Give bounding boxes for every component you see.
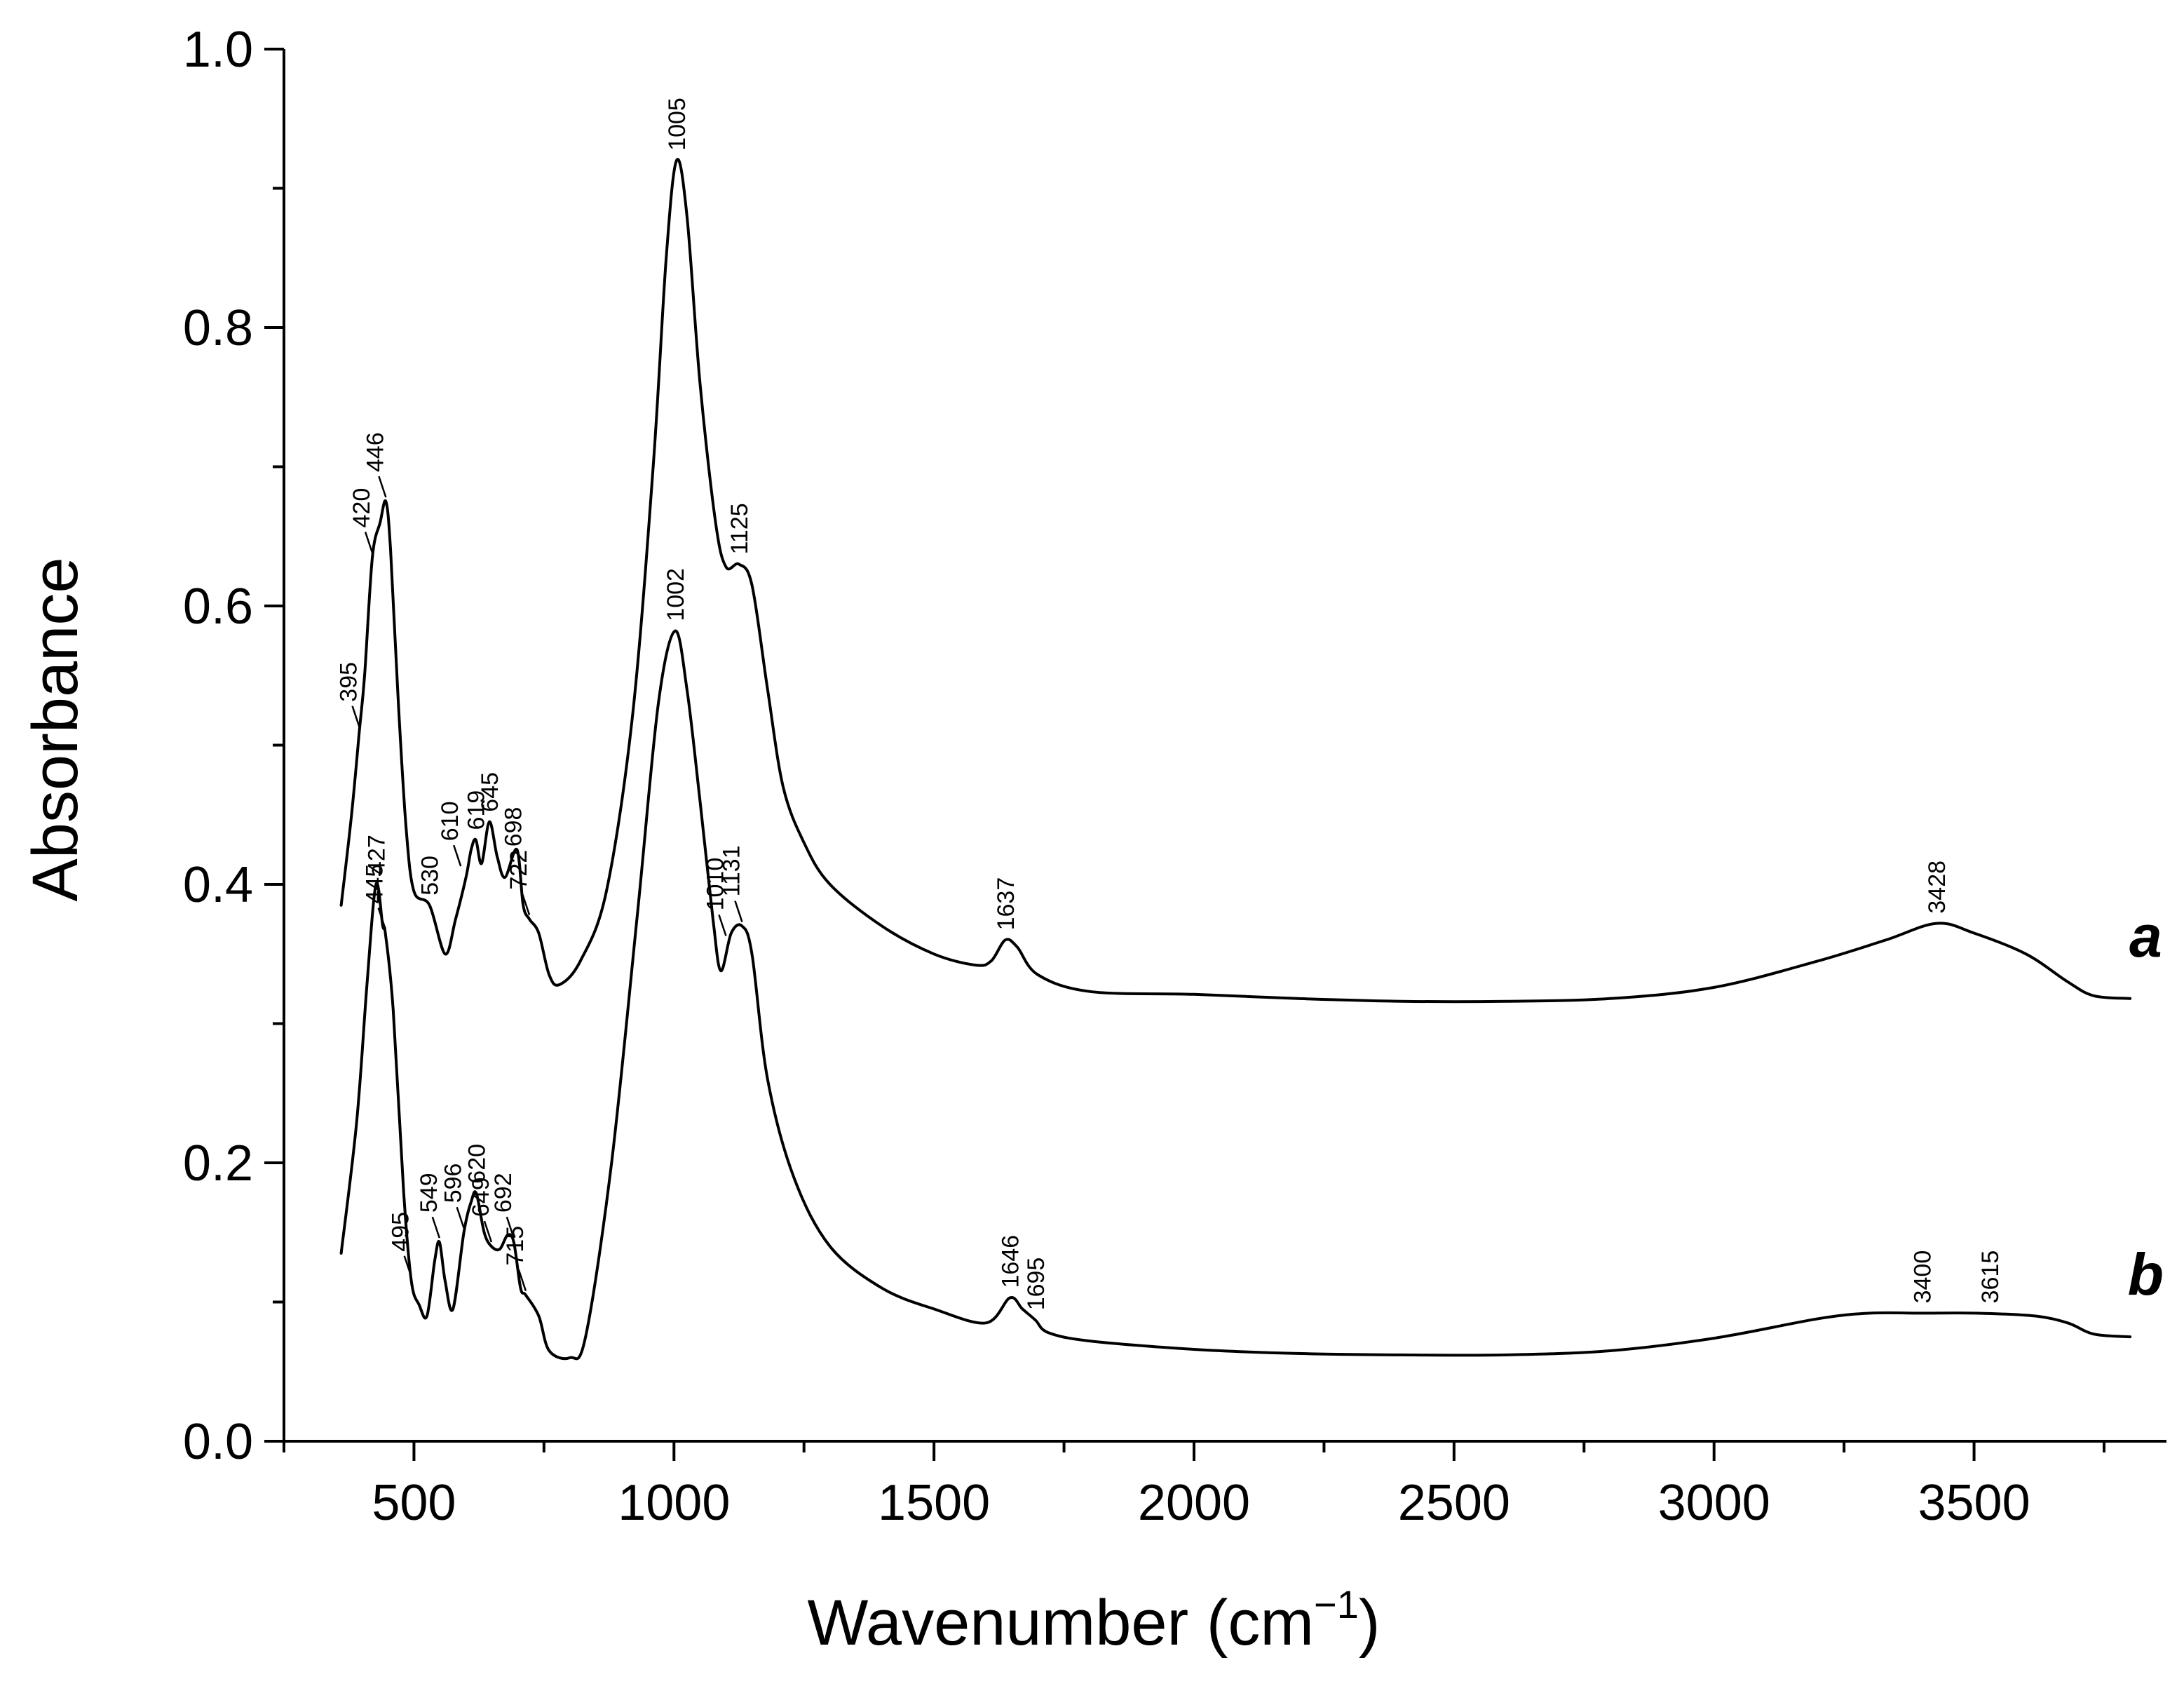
peak-label-b: 1131 [718,845,745,896]
peak-leader-line [403,1255,412,1278]
x-ticks: 500 1000 1500 2000 2500 3000 3500 [283,1441,2105,1531]
y-ticks: 0.0 0.2 0.4 0.6 0.8 1.0 [183,22,284,1470]
peak-label-b: 649 [468,1177,494,1217]
peak-leader-line [378,476,387,498]
series-line-a [339,158,2132,1004]
peak-leader-line [456,1206,465,1229]
peak-label-a: 619 [463,790,490,830]
peak-label-a: 420 [348,488,375,528]
peak-label-b: 427 [363,835,390,875]
y-axis-title: Absorbance [20,558,91,902]
peak-leader-line [506,1216,515,1239]
peak-label-b: 495 [388,1212,414,1252]
peak-leader-line [517,1269,527,1291]
peak-leader-line [431,1216,440,1239]
peak-label-b: 1646 [997,1235,1024,1288]
x-tick-label: 2000 [1138,1475,1250,1531]
series-label-b: b [2128,1242,2164,1308]
peak-label-a: 395 [336,662,362,702]
x-tick-label: 1000 [618,1475,730,1531]
series-label-a: a [2129,903,2162,969]
peak-label-a: 3428 [1924,861,1951,914]
peak-leader-line [521,893,531,916]
peak-label-a: 1125 [726,503,753,554]
series-labels: ab [2128,903,2164,1307]
y-tick-label: 0.2 [183,1135,253,1192]
peak-label-b: 549 [416,1173,442,1213]
x-tick-label: 3000 [1658,1475,1770,1531]
x-axis-title-superscript: −1 [1314,1582,1359,1626]
peak-leader-line [351,706,360,728]
x-axis-title: Wavenumber (cm−1) [807,1582,1380,1659]
peak-label-b: 596 [440,1164,467,1203]
y-tick-label: 0.6 [183,579,253,635]
x-axis-title-close: ) [1359,1587,1381,1659]
peak-leader-line [734,901,743,922]
peak-label-b: 3400 [1909,1250,1936,1304]
x-tick-label: 1500 [878,1475,990,1531]
peak-label-a: 1637 [993,877,1019,931]
peak-leader-line [483,1220,493,1243]
series-layer [339,158,2132,1361]
peak-label-b: 715 [502,1226,529,1266]
peak-label-b: 1010 [703,858,729,911]
peak-label-b: 620 [463,1144,490,1184]
y-tick-label: 0.4 [183,857,253,913]
peak-label-a: 446 [362,432,388,472]
peak-leader-line [452,844,462,867]
peak-label-b: 1002 [663,568,689,621]
y-tick-label: 1.0 [183,22,253,78]
x-tick-label: 2500 [1398,1475,1510,1531]
peak-label-b: 1695 [1023,1257,1050,1311]
axes [283,49,2166,1443]
peak-label-a: 698 [500,807,527,847]
peak-leader-line [718,915,727,936]
y-tick-label: 0.8 [183,300,253,356]
peak-label-a: 1005 [664,97,691,151]
peak-leader-line [377,908,386,929]
peak-label-b: 692 [490,1173,517,1213]
peak-label-a: 722 [506,850,532,890]
peak-label-a: 610 [437,801,463,841]
peak-leader-line [364,532,374,553]
x-axis-title-text: Wavenumber (cm [807,1587,1314,1659]
peak-label-a: 530 [417,856,444,896]
peak-label-a: 645 [477,772,503,812]
series-line-b [339,629,2132,1361]
x-tick-label: 500 [372,1475,456,1531]
y-tick-label: 0.0 [183,1414,253,1470]
x-tick-label: 3500 [1918,1475,2030,1531]
peak-label-b: 445 [362,864,388,904]
peak-label-b: 3615 [1977,1250,2004,1304]
